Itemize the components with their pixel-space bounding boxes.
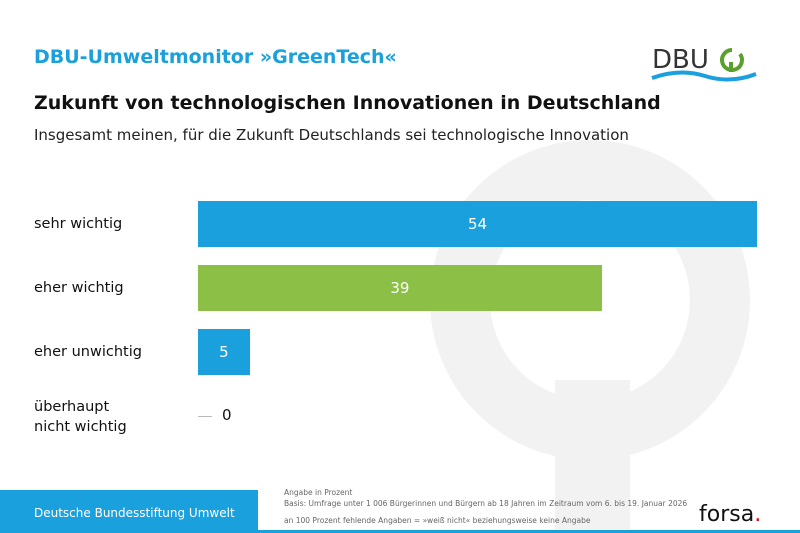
category-label: überhaupt nicht wichtig bbox=[34, 399, 127, 435]
data-label: 5 bbox=[219, 343, 229, 361]
bar: 54 bbox=[198, 201, 757, 247]
bottom-rule bbox=[0, 530, 800, 533]
data-label: 0 bbox=[222, 406, 232, 424]
kicker: DBU-Umweltmonitor »GreenTech« bbox=[34, 46, 397, 68]
bar: 39 bbox=[198, 265, 602, 311]
dbu-logo: DBU bbox=[651, 45, 757, 82]
page-title: Zukunft von technologischen Innovationen… bbox=[34, 92, 661, 114]
bar-zero-marker bbox=[198, 416, 212, 417]
category-label: eher wichtig bbox=[34, 280, 124, 296]
forsa-logo: forsa. bbox=[699, 502, 762, 527]
subtitle: Insgesamt meinen, für die Zukunft Deutsc… bbox=[34, 126, 629, 144]
note-unit: Angabe in Prozent bbox=[284, 488, 353, 497]
note-basis: Basis: Umfrage unter 1 006 Bürgerinnen u… bbox=[284, 499, 688, 508]
bar: 5 bbox=[198, 329, 250, 375]
category-label: eher unwichtig bbox=[34, 344, 142, 360]
data-label: 39 bbox=[390, 279, 410, 297]
footer-org: Deutsche Bundesstiftung Umwelt bbox=[0, 490, 258, 533]
category-label: sehr wichtig bbox=[34, 216, 123, 232]
data-label: 54 bbox=[467, 215, 488, 233]
svg-text:DBU: DBU bbox=[652, 45, 709, 75]
note-missing: an 100 Prozent fehlende Angaben = »weiß … bbox=[284, 516, 591, 525]
